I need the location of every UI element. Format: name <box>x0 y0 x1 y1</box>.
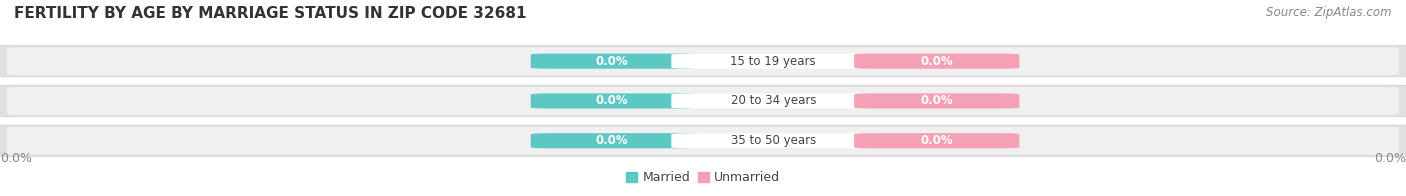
FancyBboxPatch shape <box>531 54 696 69</box>
Text: 0.0%: 0.0% <box>595 55 628 68</box>
Text: Source: ZipAtlas.com: Source: ZipAtlas.com <box>1267 6 1392 19</box>
Text: 0.0%: 0.0% <box>595 94 628 107</box>
FancyBboxPatch shape <box>855 93 1019 109</box>
Text: 0.0%: 0.0% <box>921 134 953 147</box>
FancyBboxPatch shape <box>672 93 875 108</box>
FancyBboxPatch shape <box>7 127 1399 155</box>
FancyBboxPatch shape <box>7 47 1399 75</box>
FancyBboxPatch shape <box>855 133 1019 148</box>
Legend: Married, Unmarried: Married, Unmarried <box>621 166 785 189</box>
FancyBboxPatch shape <box>0 45 1406 77</box>
Text: 20 to 34 years: 20 to 34 years <box>731 94 815 107</box>
Text: 0.0%: 0.0% <box>1374 152 1406 165</box>
FancyBboxPatch shape <box>0 85 1406 117</box>
Text: 0.0%: 0.0% <box>921 94 953 107</box>
FancyBboxPatch shape <box>531 93 696 109</box>
Text: 0.0%: 0.0% <box>0 152 32 165</box>
Text: FERTILITY BY AGE BY MARRIAGE STATUS IN ZIP CODE 32681: FERTILITY BY AGE BY MARRIAGE STATUS IN Z… <box>14 6 527 21</box>
Text: 0.0%: 0.0% <box>595 134 628 147</box>
Text: 35 to 50 years: 35 to 50 years <box>731 134 815 147</box>
FancyBboxPatch shape <box>672 133 875 148</box>
FancyBboxPatch shape <box>672 54 875 69</box>
FancyBboxPatch shape <box>855 54 1019 69</box>
FancyBboxPatch shape <box>531 133 696 148</box>
Text: 15 to 19 years: 15 to 19 years <box>731 55 815 68</box>
FancyBboxPatch shape <box>0 125 1406 156</box>
Text: 0.0%: 0.0% <box>921 55 953 68</box>
FancyBboxPatch shape <box>7 87 1399 115</box>
